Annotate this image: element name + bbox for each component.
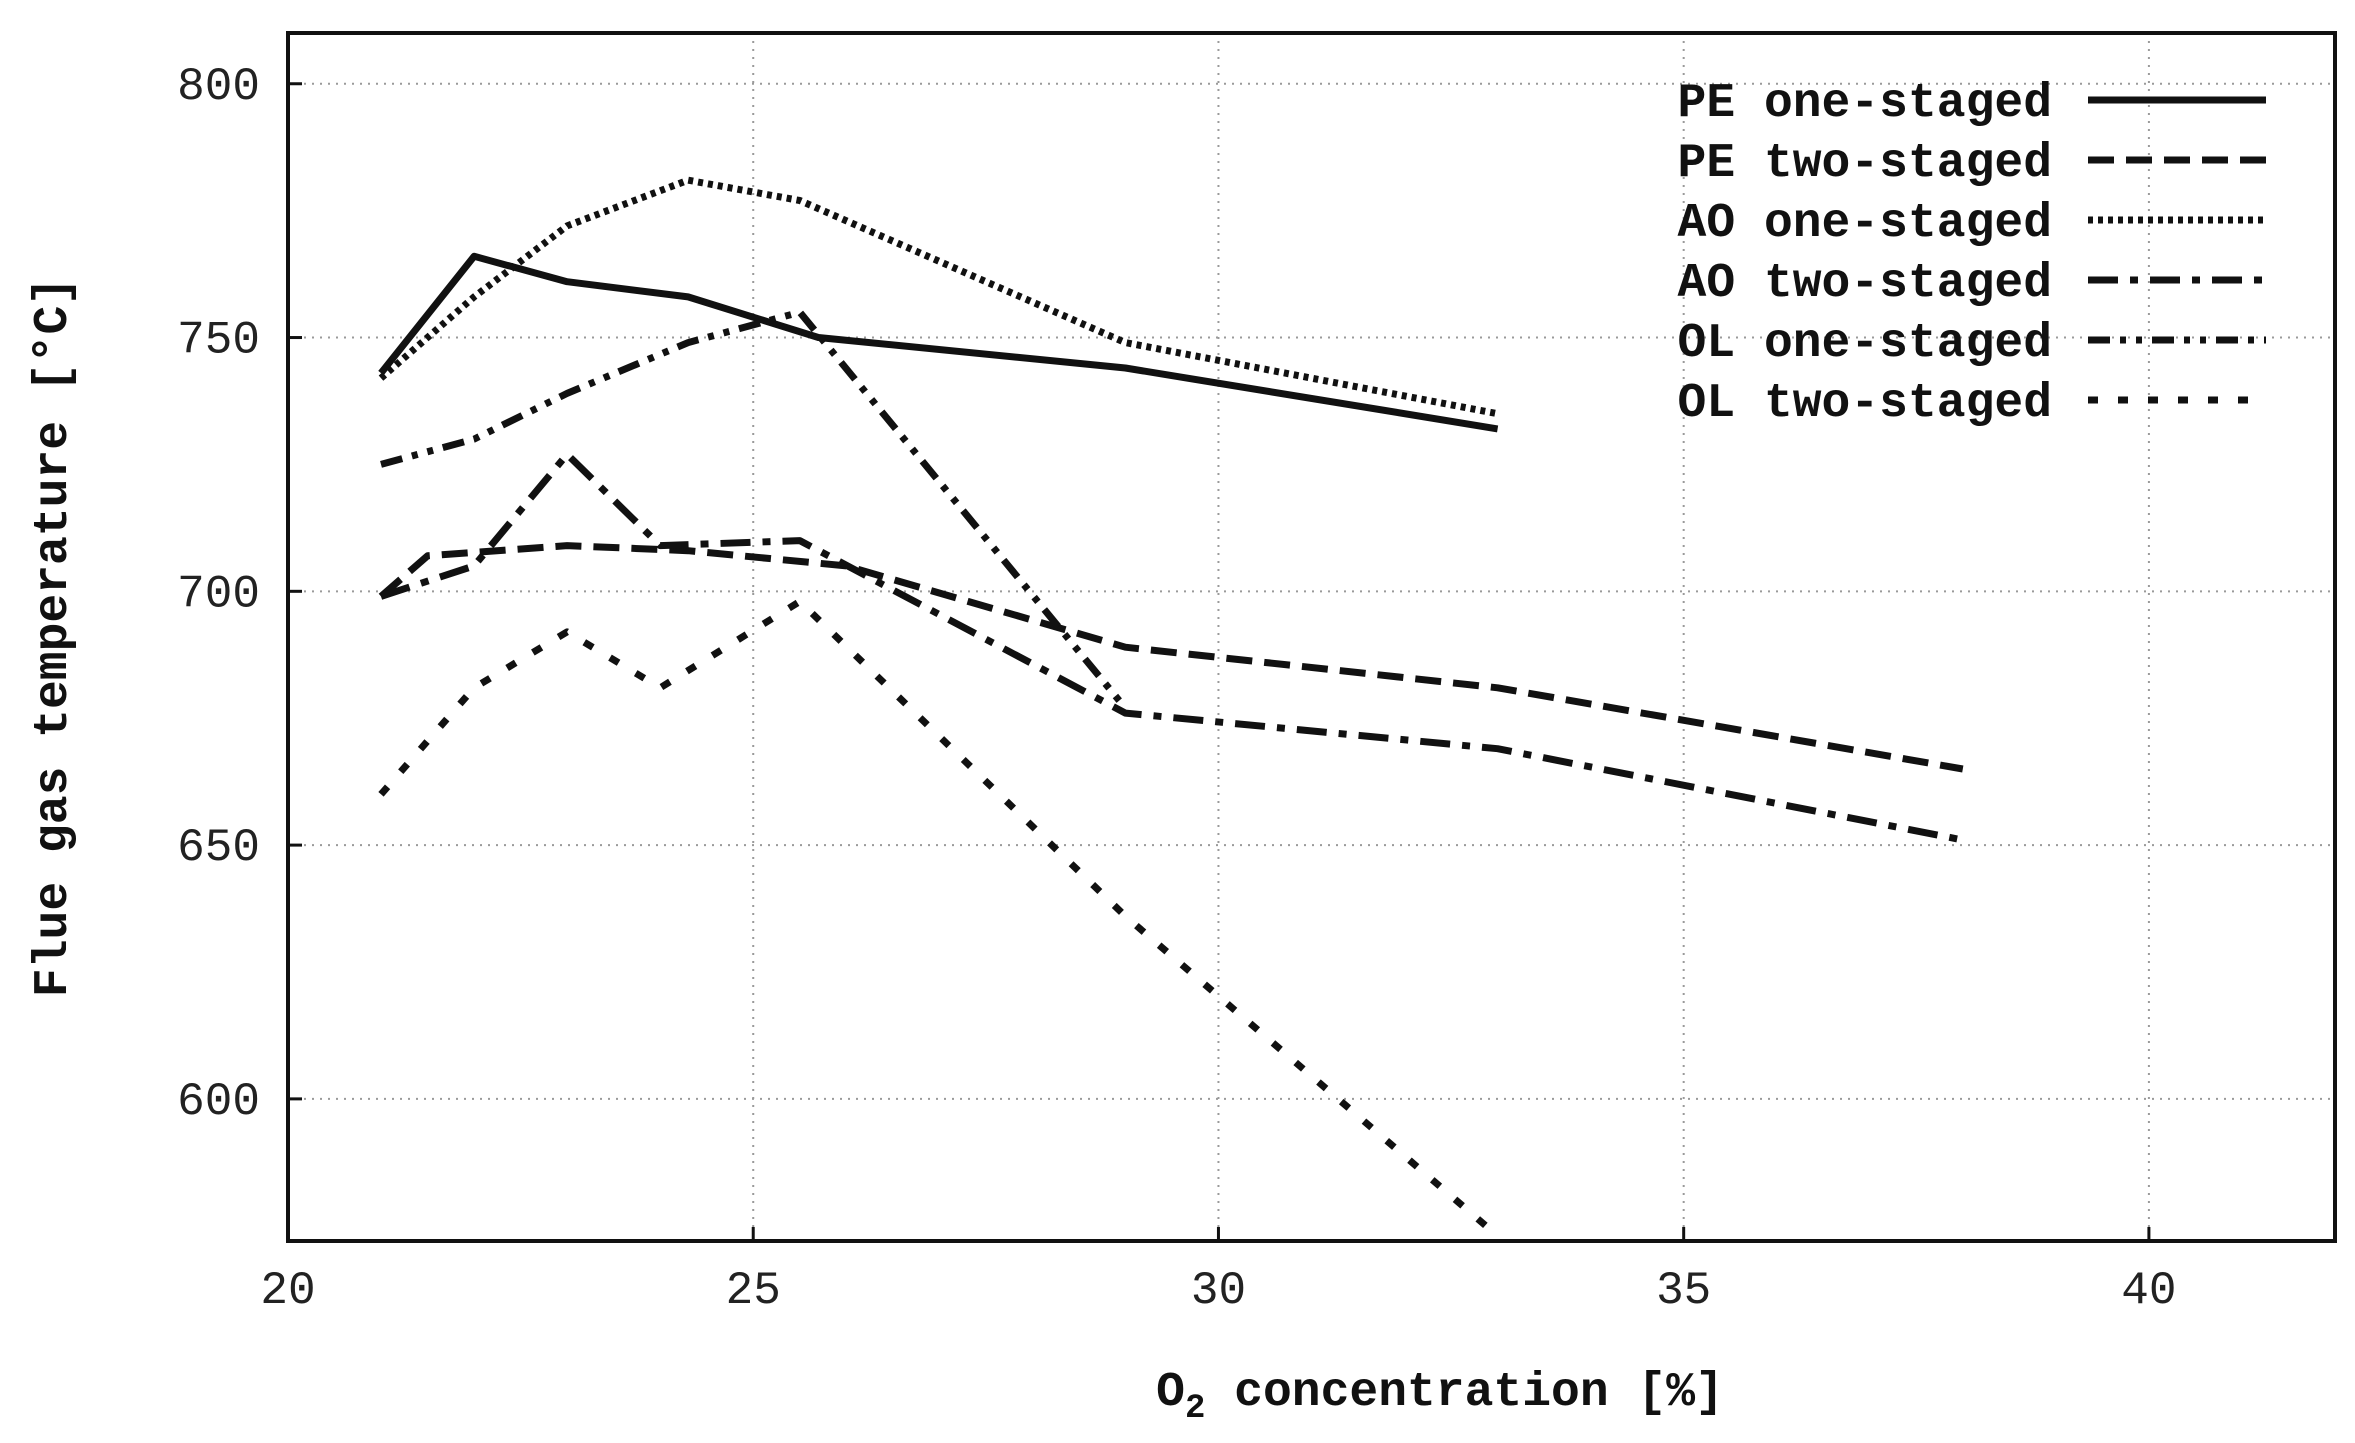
grid: [288, 33, 2335, 1241]
series-line-ao-one-staged: [378, 176, 1499, 418]
x-axis-title-symbol: O: [1156, 1366, 1185, 1420]
x-tick-label: 30: [1191, 1265, 1246, 1317]
x-axis-title-text: concentration [%]: [1234, 1366, 1724, 1420]
legend-label: PE one-staged: [1678, 77, 2052, 131]
y-tick-label: 700: [177, 568, 260, 620]
series-lines: [378, 176, 1964, 1239]
x-axis-title-subscript: 2: [1185, 1390, 1205, 1428]
series-line-ol-two-staged: [378, 598, 1500, 1239]
y-tick-label: 800: [177, 61, 260, 113]
y-axis-title: Flue gas temperature [°C]: [27, 277, 81, 997]
y-tick-label: 750: [177, 315, 260, 367]
legend-label: AO one-staged: [1678, 197, 2052, 251]
legend-label: OL one-staged: [1678, 317, 2052, 371]
series-line-pe-one-staged: [378, 252, 1499, 433]
legend-label: AO two-staged: [1678, 257, 2052, 311]
series-line-ol-one-staged: [380, 308, 1129, 711]
legend-label: PE two-staged: [1678, 137, 2052, 191]
y-axis-ticks: 600 650 700 750 800: [177, 61, 302, 1128]
x-tick-label: 35: [1656, 1265, 1711, 1317]
plot-frame: [286, 31, 2337, 1243]
y-tick-label: 600: [177, 1076, 260, 1128]
x-tick-label: 40: [2121, 1265, 2176, 1317]
x-axis-ticks: 20 25 30 35 40: [260, 1227, 2177, 1317]
series-line-ao-two-staged: [379, 450, 1964, 844]
series-line-pe-two-staged: [378, 542, 1964, 773]
x-axis-title: O2 concentration [%]: [1156, 1366, 1724, 1428]
x-tick-label: 25: [726, 1265, 781, 1317]
legend-label: OL two-staged: [1678, 377, 2052, 431]
x-tick-label: 20: [260, 1265, 315, 1317]
legend: PE one-staged PE two-staged AO one-staged A…: [1678, 77, 2266, 431]
y-tick-label: 650: [177, 822, 260, 874]
